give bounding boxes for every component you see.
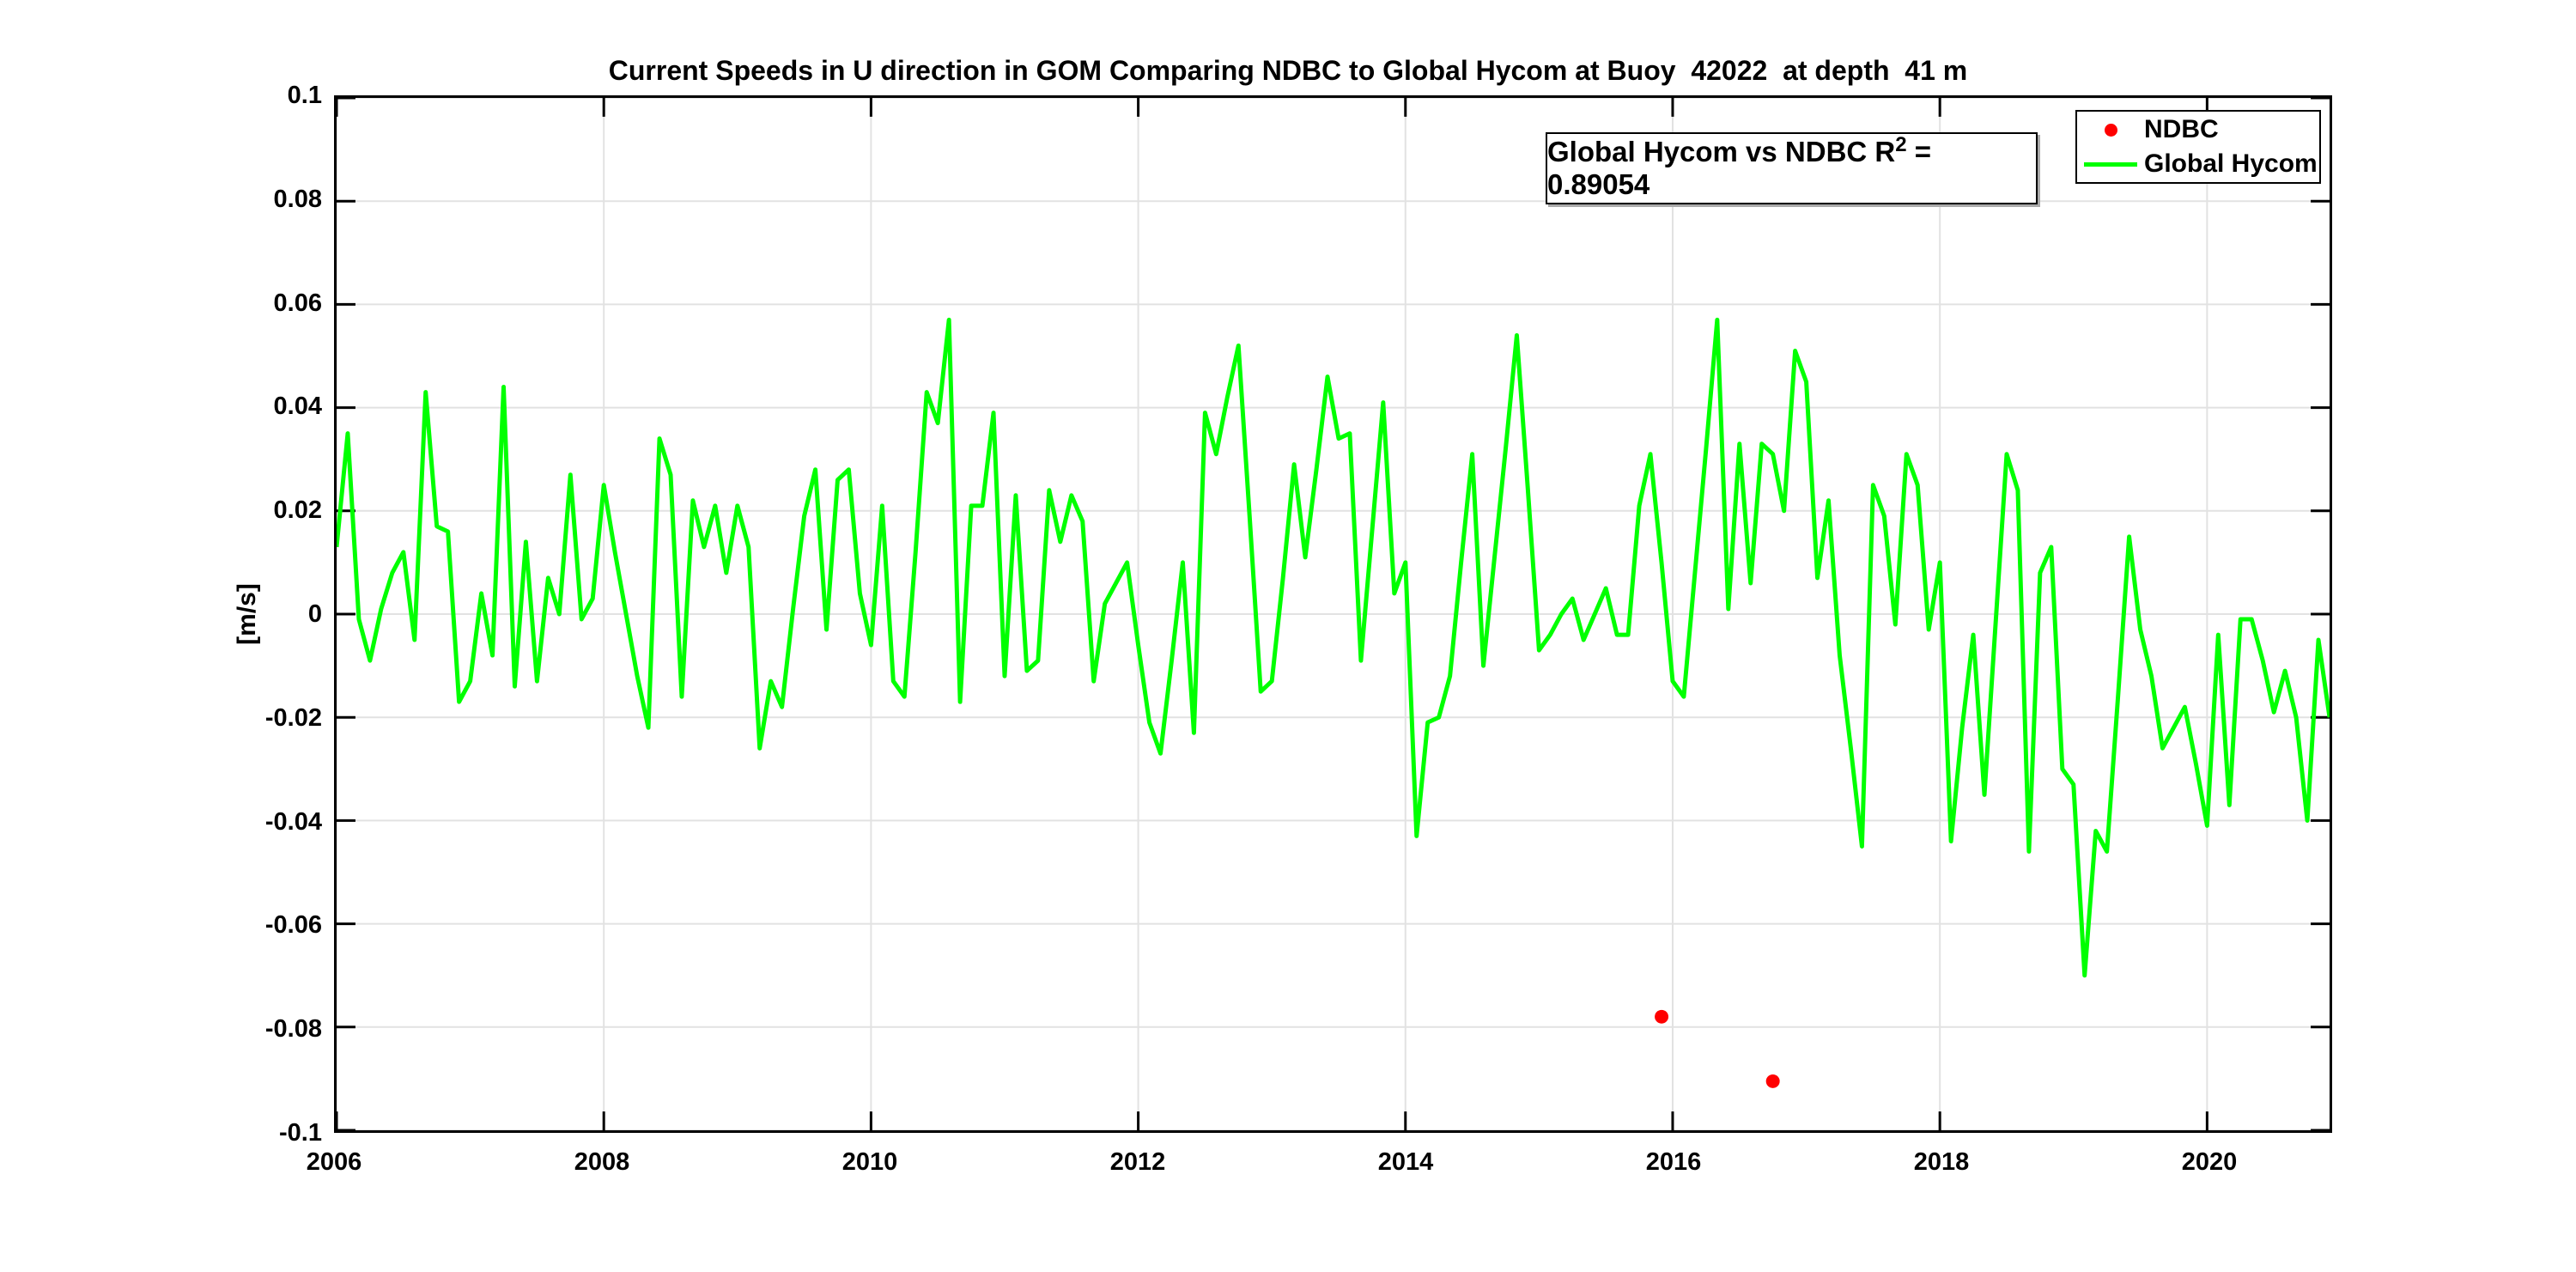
y-tick-label: -0.04 (264, 807, 322, 836)
y-tick-label: 0.1 (287, 82, 322, 109)
x-tick-label: 2018 (1913, 1148, 1970, 1176)
x-tick-label: 2010 (841, 1148, 898, 1176)
legend-box[interactable]: NDBC Global Hycom (2075, 110, 2321, 184)
y-tick-label: -0.08 (264, 1015, 322, 1044)
x-tick-label: 2020 (2181, 1148, 2238, 1176)
y-tick-label: -0.02 (264, 703, 322, 732)
plot-svg (337, 98, 2330, 1130)
x-tick-label: 2008 (574, 1148, 630, 1176)
legend-label: Global Hycom (2144, 149, 2318, 178)
r2-superscript: 2 (1895, 133, 1907, 156)
hycom-line (337, 317, 2330, 978)
x-tick-label: 2014 (1377, 1148, 1434, 1176)
y-tick-label: 0.06 (273, 289, 322, 317)
r2-annotation-box: Global Hycom vs NDBC R2 = 0.89054 (1546, 132, 2038, 204)
legend-label: NDBC (2144, 115, 2219, 143)
y-tick-label: 0.08 (273, 185, 322, 213)
legend-item-global-hycom[interactable]: Global Hycom (2077, 148, 2319, 180)
legend-item-ndbc[interactable]: NDBC (2077, 113, 2319, 146)
ndbc-point (1655, 1009, 1669, 1024)
ndbc-point (1765, 1074, 1780, 1088)
y-tick-label: 0.02 (273, 496, 322, 525)
r2-annotation-text: Global Hycom vs NDBC R2 = 0.89054 (1547, 133, 1932, 201)
y-tick-label: 0.04 (273, 393, 322, 421)
x-tick-label: 2016 (1645, 1148, 1702, 1176)
legend-dot-marker-icon (2077, 123, 2144, 137)
plot-area (334, 95, 2332, 1133)
y-tick-label: 0 (307, 600, 322, 628)
x-tick-label: 2012 (1109, 1148, 1166, 1176)
y-tick-label: -0.06 (264, 911, 322, 940)
chart-title: Current Speeds in U direction in GOM Com… (608, 55, 1968, 86)
y-tick-label: -0.1 (279, 1119, 322, 1147)
legend-line-marker-icon (2077, 161, 2144, 167)
x-tick-label: 2006 (306, 1148, 362, 1176)
